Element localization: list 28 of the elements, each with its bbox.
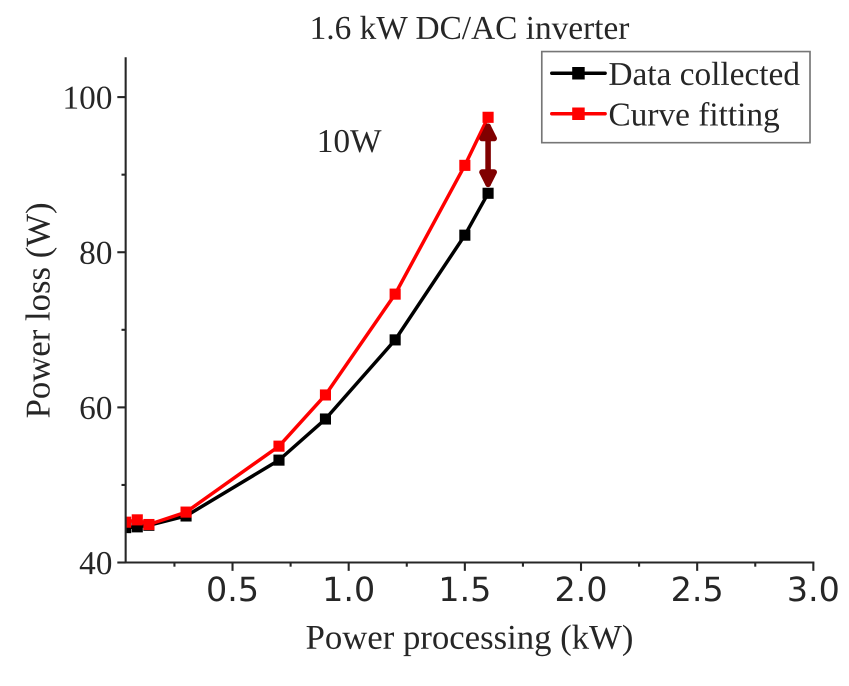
point [180, 506, 192, 518]
y-axis-title: Power loss (W) [25, 204, 57, 418]
x-tick-label: 2.5 [673, 576, 721, 602]
x-tick-label: 1.5 [442, 576, 488, 602]
point [273, 440, 285, 452]
point [482, 188, 494, 199]
y-tick-label: 100 [65, 86, 112, 109]
y-tick-label: 60 [80, 396, 112, 420]
point [459, 230, 470, 241]
annotation: 10W [320, 130, 382, 153]
point [459, 160, 470, 171]
y-tick-label: 40 [80, 552, 112, 574]
point [320, 413, 332, 425]
point [390, 334, 401, 346]
legend-label: Curve fitting [610, 102, 780, 133]
x-tick-label: 3.0 [789, 576, 838, 602]
x-axis-title: Power processing (kW) [306, 624, 632, 656]
x-tick-label: 2.0 [556, 576, 606, 602]
x-tick-label: 0.5 [208, 576, 256, 602]
point [482, 112, 494, 123]
legend-label: Data collected [609, 62, 800, 86]
chart-title: 1.6 kW DC/AC inverter [312, 16, 630, 40]
point [273, 454, 285, 466]
x-tick-label: 1.0 [326, 576, 373, 602]
point [390, 288, 401, 300]
y-tick-label: 80 [80, 242, 112, 264]
point [132, 514, 143, 526]
point [320, 389, 332, 401]
